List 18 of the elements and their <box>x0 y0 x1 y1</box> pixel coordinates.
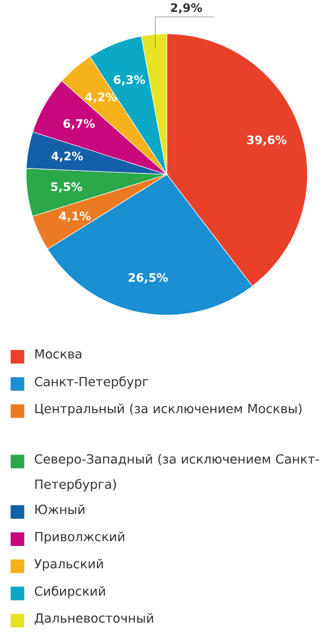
legend-label: Уральский <box>34 558 104 571</box>
data-label: 6,7% <box>64 119 95 130</box>
data-label: 6,3% <box>114 75 146 86</box>
data-label: 2,9% <box>171 3 202 14</box>
data-label: 39,6% <box>247 135 287 146</box>
data-label: 26,5% <box>128 273 168 284</box>
data-label: 4,2% <box>52 152 84 162</box>
legend-label: Сибирский <box>35 586 106 598</box>
data-label: 4,1% <box>59 212 91 222</box>
data-label: 5,5% <box>51 182 82 193</box>
data-label: 4,2% <box>85 92 117 103</box>
legend-label: Центральный (за исключением Москвы) <box>36 404 302 416</box>
legend-label: Москва <box>36 349 82 359</box>
legend-label: Приволжский <box>36 532 124 544</box>
legend-label: Южный <box>36 504 85 514</box>
legend-label: Санкт-Петербург <box>35 376 148 389</box>
legend-label: Северо-Западный (за исключением Санкт-Петербурга) <box>35 454 320 492</box>
legend-label: Дальневосточный <box>34 613 154 625</box>
